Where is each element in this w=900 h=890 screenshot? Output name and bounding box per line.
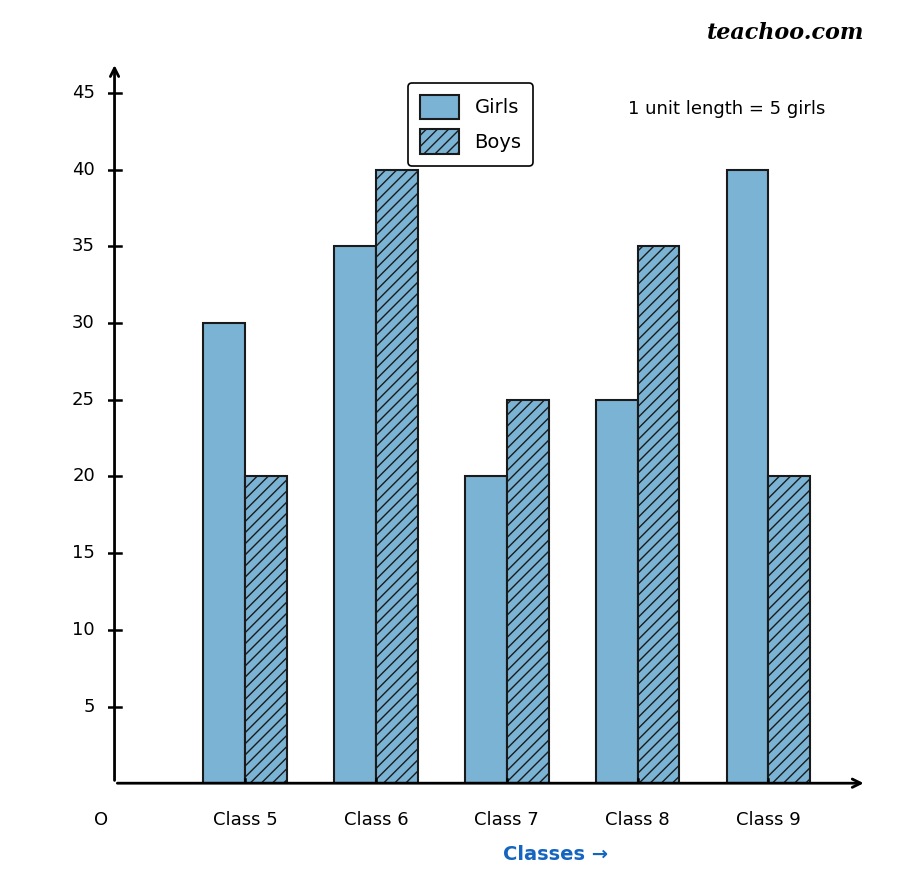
- Bar: [246, 476, 287, 783]
- Text: 45: 45: [72, 84, 94, 102]
- Text: 25: 25: [72, 391, 94, 409]
- Text: Class 8: Class 8: [606, 811, 670, 829]
- Text: Classes →: Classes →: [503, 845, 608, 863]
- Bar: [334, 247, 376, 783]
- Bar: [203, 323, 246, 783]
- Text: 5: 5: [84, 698, 94, 716]
- Text: Class 6: Class 6: [344, 811, 409, 829]
- Text: 15: 15: [72, 544, 94, 562]
- Legend: Girls, Boys: Girls, Boys: [409, 83, 533, 166]
- Text: Class 5: Class 5: [213, 811, 278, 829]
- Text: Class 9: Class 9: [736, 811, 801, 829]
- Bar: [726, 170, 769, 783]
- Text: 30: 30: [72, 314, 94, 332]
- Bar: [637, 247, 680, 783]
- Text: 40: 40: [72, 161, 94, 179]
- Text: 35: 35: [72, 238, 94, 255]
- Bar: [507, 400, 549, 783]
- Bar: [769, 476, 810, 783]
- Text: 20: 20: [72, 467, 94, 485]
- Text: Class 7: Class 7: [474, 811, 539, 829]
- Bar: [376, 170, 418, 783]
- Text: 10: 10: [72, 621, 94, 639]
- Text: teachoo.com: teachoo.com: [706, 22, 864, 44]
- Text: O: O: [94, 811, 109, 829]
- Text: 1 unit length = 5 girls: 1 unit length = 5 girls: [628, 101, 825, 118]
- Bar: [465, 476, 507, 783]
- Bar: [596, 400, 637, 783]
